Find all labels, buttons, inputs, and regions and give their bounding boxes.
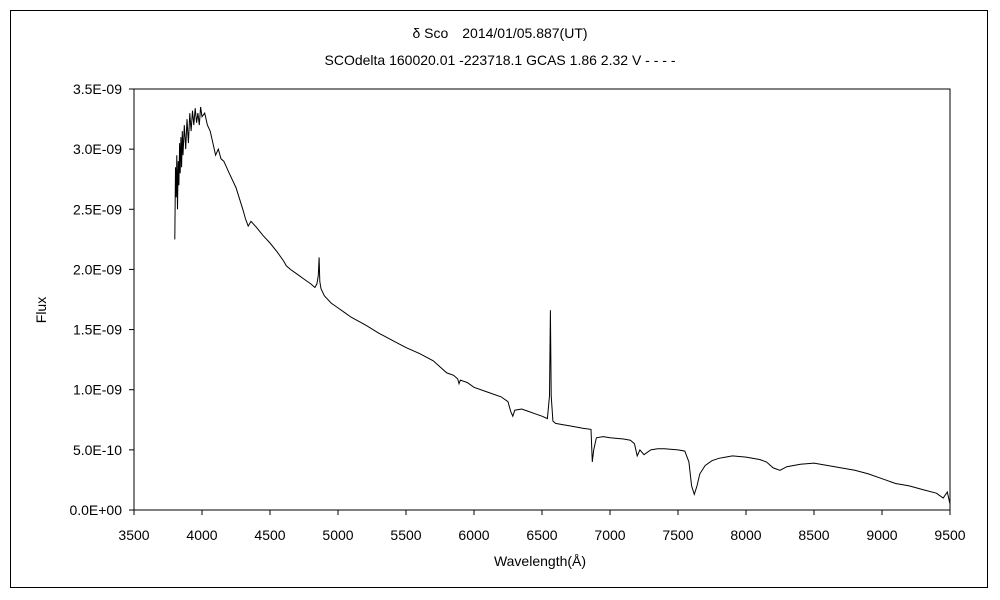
x-tick-label: 7000: [594, 527, 625, 543]
y-tick-label: 3.5E-09: [73, 81, 122, 97]
x-tick-label: 8000: [730, 527, 761, 543]
y-tick-label: 3.0E-09: [73, 141, 122, 157]
x-axis-label: Wavelength(Å): [494, 553, 586, 569]
x-tick-label: 6000: [458, 527, 489, 543]
x-tick-label: 4000: [186, 527, 217, 543]
x-tick-label: 3500: [118, 527, 149, 543]
y-tick-label: 2.0E-09: [73, 261, 122, 277]
y-axis-ticks: 0.0E+00 5.0E-10 1.0E-09 1.5E-09 2.0E-09 2.5E-…: [69, 81, 134, 518]
y-tick-label: 0.0E+00: [69, 502, 122, 518]
chart-title: δ Sco 2014/01/05.887(UT): [412, 25, 587, 41]
y-axis-label: Flux: [33, 297, 49, 323]
y-tick-label: 2.5E-09: [73, 201, 122, 217]
x-tick-label: 5000: [322, 527, 353, 543]
y-tick-label: 1.5E-09: [73, 322, 122, 338]
chart-subtitle: SCOdelta 160020.01 -223718.1 GCAS 1.86 2…: [325, 52, 676, 68]
x-tick-label: 5500: [390, 527, 421, 543]
flux-series-line: [174, 106, 951, 505]
x-axis-ticks: 3500 4000 4500 5000 5500 6000 6500 7000 7500 8000…: [118, 510, 966, 543]
chart-frame: [10, 10, 988, 588]
x-tick-label: 7500: [662, 527, 693, 543]
x-tick-label: 9500: [934, 527, 965, 543]
x-tick-label: 4500: [254, 527, 285, 543]
x-tick-label: 8500: [798, 527, 829, 543]
y-tick-label: 1.0E-09: [73, 382, 122, 398]
x-tick-label: 9000: [866, 527, 897, 543]
plot-area: [133, 88, 951, 511]
x-tick-label: 6500: [526, 527, 557, 543]
y-tick-label: 5.0E-10: [73, 442, 122, 458]
